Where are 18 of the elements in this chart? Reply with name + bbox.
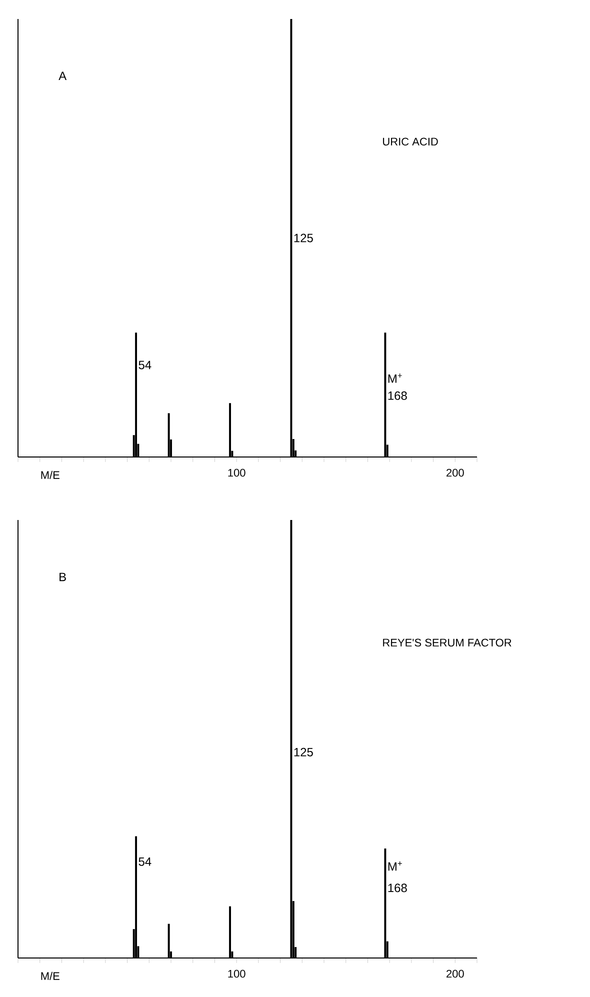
annotation: 125 [294,748,313,756]
annotation: 168 [388,884,407,892]
x-tick-label: 200 [446,468,464,477]
annotation: M$^{+}$ [388,861,402,871]
x-tick-label: 100 [228,970,246,978]
annotation: M$^{+}$ [388,374,402,383]
x-axis-title: M/E [41,972,60,980]
text: A [58,72,67,80]
text: URIC ACID [383,138,438,146]
text: REYE'S SERUM FACTOR [383,638,512,647]
x-axis-title: M/E [41,470,60,479]
annotation: 168 [388,391,407,400]
annotation: 54 [138,360,152,370]
x-tick-label: 100 [228,468,246,477]
annotation: 125 [294,234,313,242]
text: B [60,572,66,582]
x-tick-label: 200 [446,970,464,978]
annotation: 54 [138,857,152,866]
